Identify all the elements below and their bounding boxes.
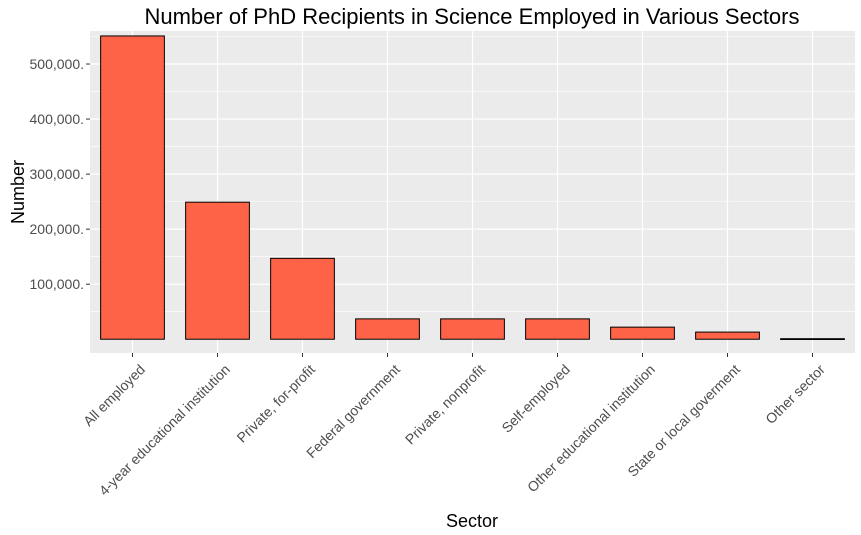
y-tick-label: 300,000.	[30, 166, 85, 182]
bar	[695, 331, 760, 340]
bar	[270, 257, 335, 340]
x-tick-label: Other sector	[762, 361, 828, 427]
chart-title: Number of PhD Recipients in Science Empl…	[144, 4, 799, 29]
bar	[185, 201, 250, 340]
x-tick-label: All employed	[80, 361, 148, 429]
x-tick-label: Private, nonprofit	[402, 361, 488, 447]
y-tick-label: 500,000.	[30, 56, 85, 72]
bar	[610, 326, 675, 340]
y-tick-label: 100,000.	[30, 276, 85, 292]
x-axis-title: Sector	[446, 511, 498, 531]
bars	[100, 35, 845, 340]
bar	[525, 318, 590, 340]
bar	[355, 318, 420, 340]
bar	[100, 35, 165, 340]
y-axis-title: Number	[8, 160, 28, 224]
y-tick-label: 200,000.	[30, 221, 85, 237]
bar	[440, 318, 505, 340]
x-tick-label: Self-employed	[498, 361, 573, 436]
x-tick-label: Federal government	[303, 361, 403, 461]
bar	[780, 338, 845, 340]
y-axis: 100,000. 200,000. 300,000. 400,000. 500,000.	[30, 56, 90, 292]
x-tick-label: Private, for-profit	[233, 361, 318, 446]
y-tick-label: 400,000.	[30, 111, 85, 127]
